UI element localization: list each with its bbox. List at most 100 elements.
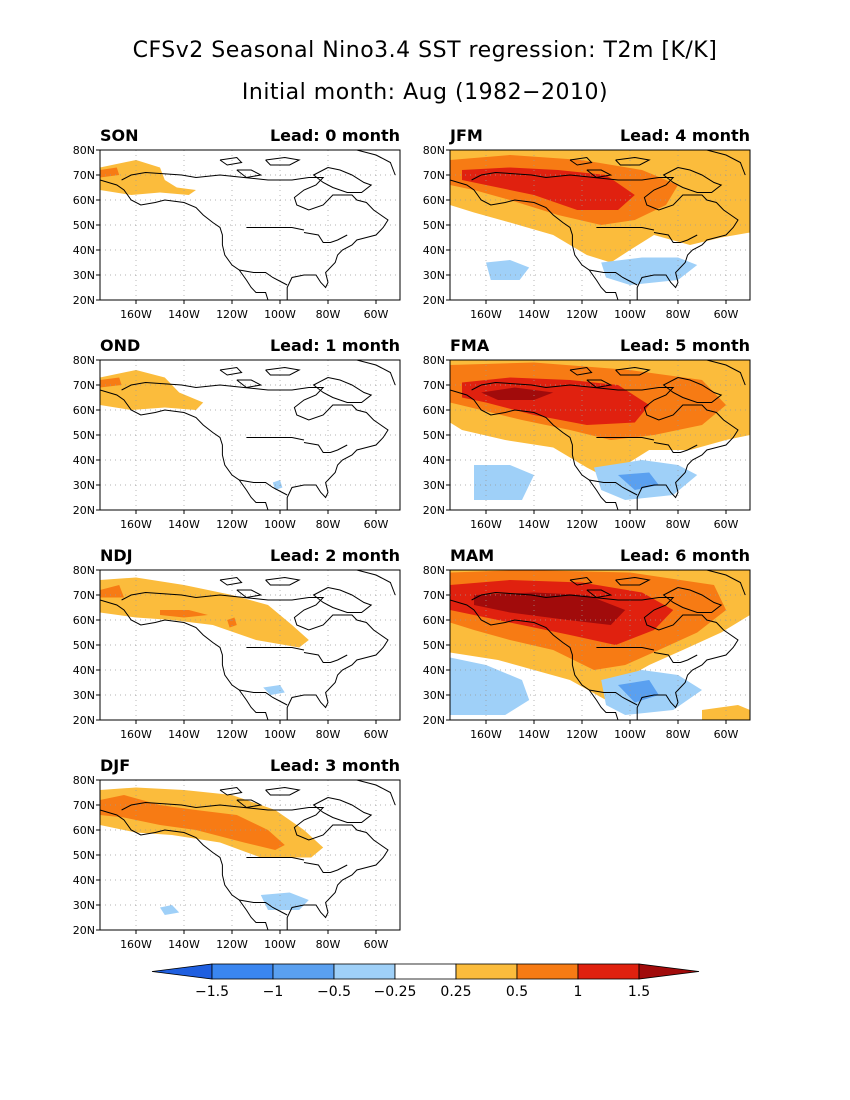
coastline [236,589,263,599]
shading-region [100,577,309,648]
lat-label: 20N [423,504,445,517]
shading-region [601,257,698,285]
shading-region [160,905,180,915]
coastline [246,857,305,861]
lat-label: 80N [73,774,95,787]
shading-region [450,657,530,715]
lat-label: 20N [73,924,95,937]
colorbar: −1.5 −1 −0.5 −0.25 0.25 0.5 1 1.5 [151,963,700,1000]
coastline [589,479,638,496]
coastline [100,599,269,720]
coastline [356,780,396,806]
lon-label: 140W [518,518,550,531]
shading-region [100,370,204,410]
shading-region [160,610,208,618]
panel-son: SON Lead: 0 month 80N 70N 60N 50N 40N 30N 20N 1… [73,126,420,321]
lat-label: 50N [73,219,95,232]
coastline [569,576,593,586]
lat-label: 40N [73,664,95,677]
lat-label: 50N [423,429,445,442]
panel-lead: Lead: 1 month [269,336,400,355]
colorbar-swatch [211,963,274,980]
lon-label: 160W [120,518,152,531]
coastline [239,479,288,496]
lon-label: 160W [470,728,502,741]
lon-label: 100W [264,518,296,531]
coastline [662,167,723,193]
lon-label: 80W [666,308,691,321]
lat-label: 60N [73,824,95,837]
panel-fma: FMA Lead: 5 month 80N 70N 60N 50N 40N 30N 20N 1… [423,336,770,531]
colorbar-label: −0.25 [374,984,417,1000]
panel-season: MAM [450,546,495,565]
lon-label: 120W [566,728,598,741]
coastline [312,797,373,823]
lon-label: 60W [714,518,739,531]
coastline [596,647,655,651]
coastline [356,570,396,596]
coastline [706,360,746,386]
lat-label: 30N [73,479,95,492]
map-jfm: 80N 70N 60N 50N 40N 30N 20N 160W 140W 120W 100W 80W… [423,144,751,321]
coastline [219,786,243,796]
lat-label: 60N [73,614,95,627]
coastline [312,377,373,403]
coastline [121,591,389,720]
coastline [589,689,638,706]
panel-lead: Lead: 4 month [619,126,750,145]
coastline [219,366,243,376]
lon-label: 100W [264,308,296,321]
coastline [312,167,373,193]
lat-label: 70N [423,379,445,392]
shading-region [702,705,750,720]
panel-season: JFM [450,126,483,145]
shading-region [618,680,659,703]
panel-ndj: NDJ Lead: 2 month 80N 70N 60N 50N 40N 30N 20N 1… [73,546,420,741]
coastline [450,179,619,300]
lon-label: 60W [364,728,389,741]
colorbar-swatch [333,963,396,980]
coastline [589,269,638,286]
lat-label: 30N [423,479,445,492]
lat-label: 70N [423,169,445,182]
coastline [100,179,269,300]
lat-label: 80N [423,354,445,367]
lon-label: 120W [566,308,598,321]
coastline [706,150,746,176]
panel-lead: Lead: 6 month [619,546,750,565]
lon-label: 120W [216,938,248,951]
lat-label: 20N [73,504,95,517]
lon-label: 140W [168,308,200,321]
panel-season: FMA [450,336,490,355]
lat-label: 30N [73,689,95,702]
coastline [312,587,373,613]
lon-label: 60W [364,518,389,531]
lon-label: 140W [518,728,550,741]
colorbar-swatch [394,963,457,980]
shading-region [100,160,196,195]
lat-label: 70N [73,799,95,812]
coastline [239,899,288,916]
shading-region [481,387,554,400]
coastline [265,786,301,796]
panel-ond: OND Lead: 1 month 80N 70N 60N 50N 40N 30N 20N 1… [73,336,420,531]
lat-label: 50N [423,639,445,652]
colorbar-label: 0.5 [506,984,528,1000]
shading-region [100,585,124,598]
lat-label: 70N [423,589,445,602]
coastline [303,442,348,453]
coastline [615,576,651,586]
shading-region [263,685,285,695]
coastline [356,360,396,386]
shading-region [100,795,285,850]
coastline [239,269,288,286]
coastline [303,652,348,663]
coastline [586,169,613,179]
lon-label: 80W [666,518,691,531]
lon-label: 160W [470,308,502,321]
colorbar-label: −1 [263,984,284,1000]
lat-label: 20N [73,714,95,727]
lat-label: 70N [73,589,95,602]
coastline [121,381,389,510]
coastline [246,437,305,441]
